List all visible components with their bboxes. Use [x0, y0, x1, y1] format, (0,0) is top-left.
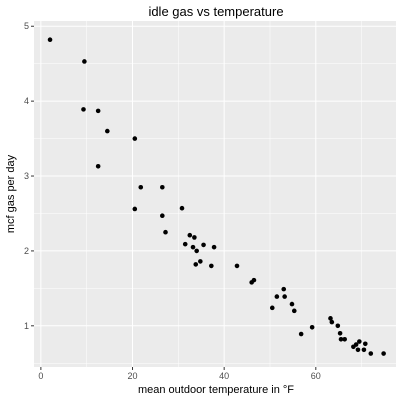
- y-tick-label: 1: [24, 321, 29, 331]
- data-point: [337, 330, 343, 336]
- data-point: [132, 136, 138, 141]
- data-point: [291, 308, 297, 314]
- y-axis-ticks: 1 2 3 4 5: [24, 21, 34, 331]
- plot-panel: [34, 21, 396, 367]
- data-point: [192, 235, 197, 240]
- data-point: [361, 347, 367, 353]
- data-point: [249, 280, 254, 285]
- y-tick-label: 3: [24, 171, 29, 181]
- data-point: [289, 301, 295, 307]
- x-axis-label: mean outdoor temperature in °F: [138, 384, 294, 396]
- data-point: [209, 263, 214, 269]
- data-point: [269, 305, 275, 311]
- data-point: [381, 351, 386, 356]
- data-point: [190, 244, 196, 250]
- data-point: [95, 163, 101, 169]
- data-point: [95, 108, 101, 114]
- data-point: [201, 242, 206, 248]
- data-point: [298, 331, 304, 337]
- data-point: [342, 336, 347, 342]
- data-point: [355, 347, 361, 353]
- data-point: [82, 59, 87, 64]
- data-point: [362, 341, 368, 347]
- data-point: [163, 229, 168, 235]
- data-point: [328, 316, 333, 321]
- y-tick-label: 5: [24, 21, 29, 31]
- data-point: [282, 294, 287, 299]
- data-point: [357, 339, 362, 344]
- x-tick-label: 20: [128, 371, 138, 381]
- data-point: [47, 37, 53, 43]
- data-point: [179, 205, 185, 211]
- data-point: [274, 294, 280, 299]
- x-tick-label: 0: [38, 371, 43, 381]
- data-point: [193, 262, 199, 267]
- data-point: [281, 286, 287, 292]
- x-tick-label: 60: [311, 371, 321, 381]
- data-point: [187, 232, 193, 238]
- data-point: [335, 323, 341, 329]
- data-point: [105, 128, 110, 134]
- data-point: [160, 213, 165, 219]
- data-point: [182, 241, 188, 247]
- data-point: [368, 351, 374, 356]
- data-point: [81, 107, 86, 112]
- data-point: [353, 342, 359, 347]
- data-point: [198, 259, 203, 264]
- data-point: [329, 319, 335, 325]
- chart-title: idle gas vs temperature: [148, 4, 283, 19]
- data-points: [47, 37, 386, 356]
- data-point: [211, 244, 217, 250]
- minor-grid: [34, 21, 396, 367]
- x-axis-ticks: 0 20 40 60: [38, 367, 321, 381]
- data-point: [338, 336, 344, 342]
- y-tick-label: 2: [24, 246, 29, 256]
- data-point: [138, 184, 144, 190]
- data-point: [160, 184, 165, 190]
- y-axis-label: mcf gas per day: [5, 154, 17, 233]
- data-point: [234, 263, 240, 269]
- data-point: [132, 206, 138, 212]
- data-point: [309, 325, 315, 330]
- x-tick-label: 40: [219, 371, 229, 381]
- y-tick-label: 4: [24, 96, 29, 106]
- data-point: [194, 248, 199, 254]
